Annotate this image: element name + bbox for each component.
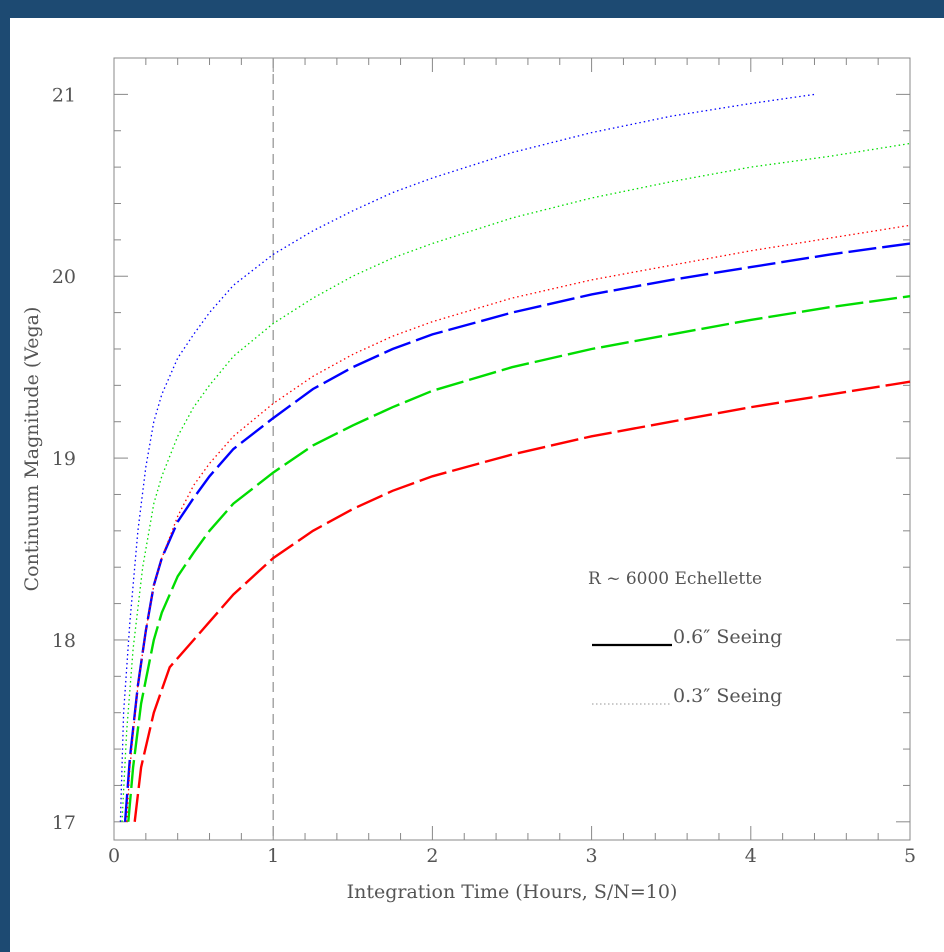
x-tick-label: 4 (745, 845, 757, 867)
y-tick-label: 17 (52, 812, 76, 834)
chart: 0 1 2 3 4 5 17 18 19 20 21 Integration Time (Hour… (21, 57, 916, 903)
x-tick-label: 3 (586, 845, 598, 867)
series-line-1 (127, 295, 911, 822)
y-axis-title: Continuum Magnitude (Vega) (21, 307, 43, 592)
y-tick-label: 18 (52, 630, 76, 652)
x-tick-labels: 0 1 2 3 4 5 (108, 845, 916, 867)
x-tick-label: 5 (904, 845, 916, 867)
y-tick-labels: 17 18 19 20 21 (52, 84, 76, 833)
series-line-2 (133, 380, 911, 822)
chart-frame: 0 1 2 3 4 5 17 18 19 20 21 Integration Time (Hour… (10, 18, 944, 952)
legend-label-dotted: 0.3″ Seeing (673, 685, 782, 707)
y-tick-label: 20 (52, 266, 76, 288)
plot-area (113, 57, 911, 841)
legend-label-solid: 0.6″ Seeing (673, 626, 782, 648)
series-line-5 (126, 224, 911, 822)
annotation-text: R ~ 6000 Echellette (588, 569, 762, 589)
series-line-3 (119, 93, 815, 822)
series-line-0 (123, 242, 911, 822)
x-axis-title: Integration Time (Hours, S/N=10) (347, 881, 678, 903)
x-tick-label: 1 (267, 845, 279, 867)
x-tick-label: 0 (108, 845, 120, 867)
y-tick-label: 19 (52, 448, 76, 470)
x-tick-label: 2 (426, 845, 438, 867)
y-tick-label: 21 (52, 84, 76, 106)
series-line-4 (121, 142, 911, 822)
series-layer (119, 93, 911, 822)
